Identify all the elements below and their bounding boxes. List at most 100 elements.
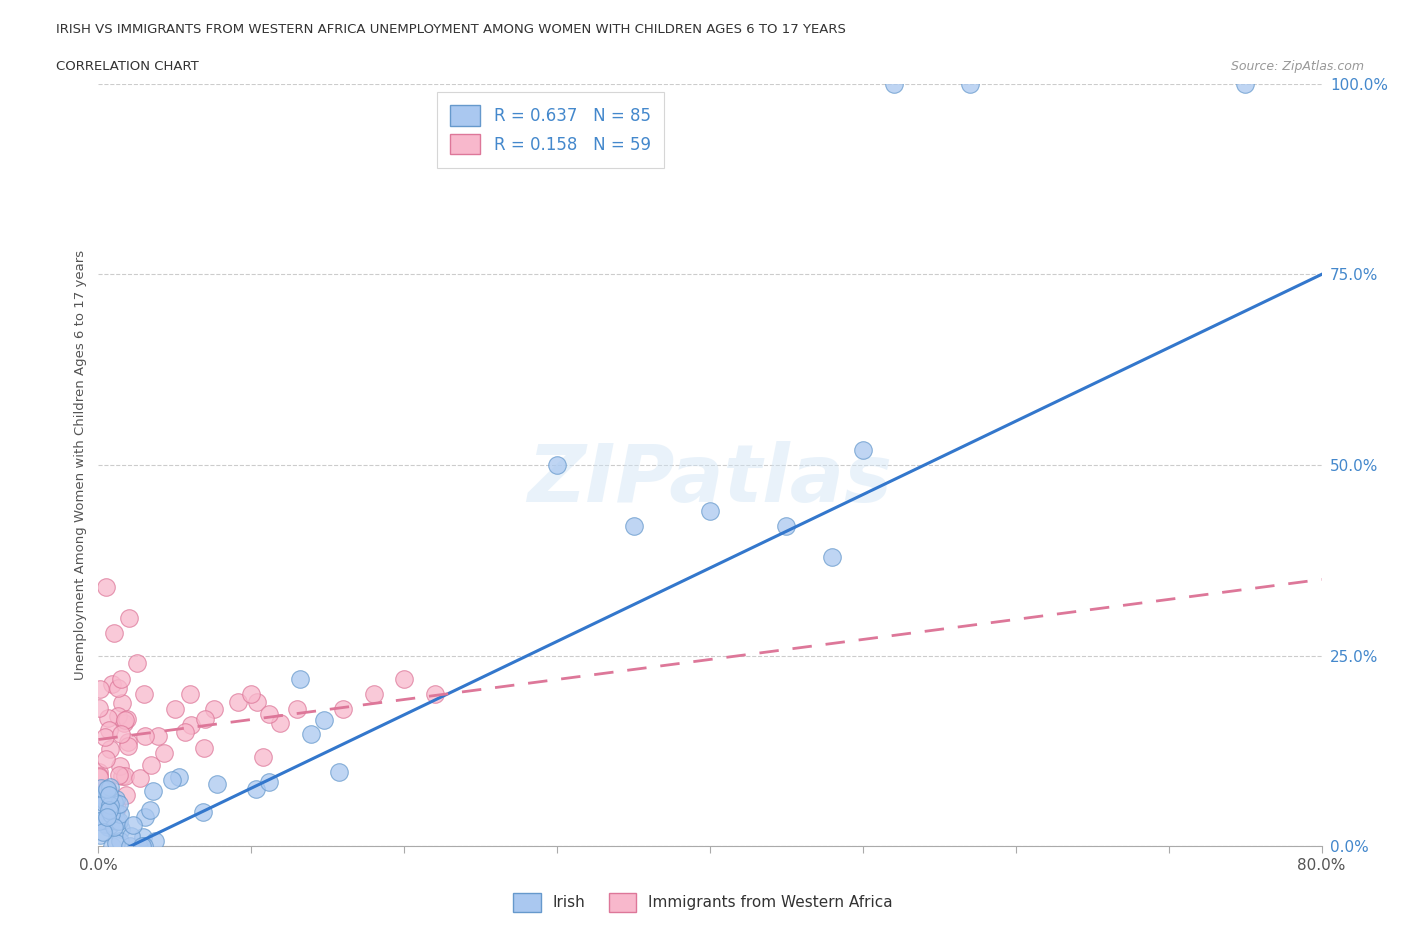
Point (105, 814, 128, 829)
Point (129, 770, 152, 785)
Point (257, 775, 280, 790)
Point (98, 792, 121, 807)
Point (125, 656, 148, 671)
Point (87, 770, 110, 785)
Point (108, 796, 131, 811)
Point (96, 784, 118, 799)
Point (105, 801, 128, 816)
Point (118, 610, 141, 625)
Point (105, 792, 128, 807)
Point (110, 671, 132, 686)
Point (89, 788, 111, 803)
Point (194, 711, 217, 726)
Point (623, 519, 645, 534)
Point (546, 458, 568, 472)
Point (111, 696, 134, 711)
Point (883, 76, 905, 91)
Point (103, 625, 125, 640)
Point (100, 811, 122, 826)
Point (775, 519, 797, 534)
Point (148, 728, 170, 743)
Point (328, 764, 350, 779)
Point (91, 825, 114, 840)
Point (104, 804, 127, 818)
Point (363, 686, 385, 701)
Point (111, 769, 134, 784)
Point (193, 740, 215, 755)
Point (852, 443, 875, 458)
Point (821, 549, 844, 564)
Point (103, 820, 125, 835)
Point (101, 839, 124, 854)
Point (89, 764, 111, 779)
Point (97, 819, 120, 834)
Point (202, 701, 225, 716)
Point (1234, 76, 1257, 91)
Point (332, 701, 354, 716)
Point (98, 817, 121, 832)
Point (117, 735, 139, 750)
Point (98, 787, 121, 802)
Point (167, 770, 190, 785)
Point (312, 712, 335, 727)
Point (191, 804, 214, 819)
Point (107, 681, 129, 696)
Point (180, 718, 202, 733)
Point (120, 839, 142, 854)
Point (299, 726, 322, 741)
Point (108, 807, 131, 822)
Point (96, 781, 118, 796)
Point (252, 750, 274, 764)
Point (134, 809, 156, 824)
Point (104, 836, 127, 851)
Point (152, 746, 174, 761)
Point (96, 751, 118, 766)
Point (205, 777, 228, 791)
Point (134, 728, 156, 743)
Point (103, 795, 125, 810)
Point (94, 730, 117, 745)
Point (131, 839, 153, 854)
Point (240, 686, 263, 701)
Point (141, 758, 163, 773)
Point (112, 715, 135, 730)
Point (285, 701, 308, 716)
Point (959, 76, 981, 91)
Point (143, 833, 166, 848)
Point (392, 671, 416, 686)
Point (89, 799, 111, 814)
Point (139, 802, 162, 817)
Point (269, 716, 291, 731)
Point (98, 803, 121, 817)
Point (97, 783, 120, 798)
Legend: R = 0.637   N = 85, R = 0.158   N = 59: R = 0.637 N = 85, R = 0.158 N = 59 (437, 92, 664, 167)
Point (97, 800, 120, 815)
Point (108, 813, 131, 828)
Point (115, 788, 138, 803)
Point (98, 741, 121, 756)
Point (100, 797, 122, 812)
Point (245, 781, 267, 796)
Point (131, 830, 153, 844)
Point (87, 814, 110, 829)
Point (423, 686, 446, 701)
Point (121, 817, 143, 832)
Text: IRISH VS IMMIGRANTS FROM WESTERN AFRICA UNEMPLOYMENT AMONG WOMEN WITH CHILDREN A: IRISH VS IMMIGRANTS FROM WESTERN AFRICA … (56, 23, 846, 36)
Point (93, 795, 115, 810)
Point (120, 829, 142, 844)
Point (114, 769, 136, 784)
Point (89, 682, 111, 697)
Point (163, 701, 186, 716)
Point (110, 727, 132, 742)
Point (96, 810, 118, 825)
Point (132, 838, 155, 853)
Point (89, 781, 111, 796)
Point (699, 503, 721, 518)
Text: CORRELATION CHART: CORRELATION CHART (56, 60, 200, 73)
Point (110, 822, 132, 837)
Point (90, 780, 112, 795)
Point (108, 768, 131, 783)
Point (98, 723, 121, 737)
Point (94, 579, 117, 594)
Text: Source: ZipAtlas.com: Source: ZipAtlas.com (1230, 60, 1364, 73)
